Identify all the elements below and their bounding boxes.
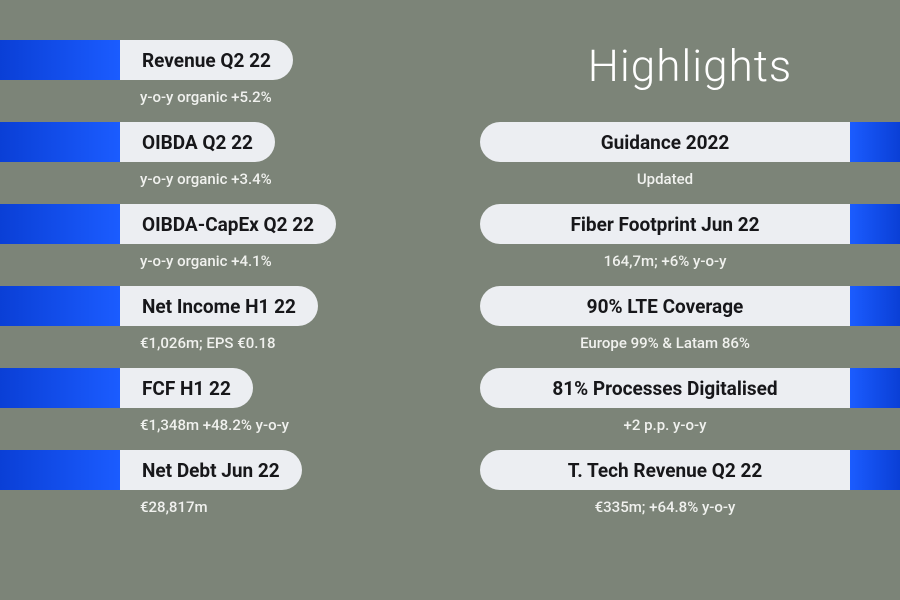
metric-item: Net Income H1 22 €1,026m; EPS €0.18 xyxy=(0,286,420,352)
metric-item: Net Debt Jun 22 €28,817m xyxy=(0,450,420,516)
pill-row: 90% LTE Coverage xyxy=(480,286,900,326)
metric-label: FCF H1 22 xyxy=(120,368,253,408)
pill-row: FCF H1 22 xyxy=(0,368,420,408)
metric-sub: €335m; +64.8% y-o-y xyxy=(480,498,900,516)
metric-sub: Updated xyxy=(480,170,900,188)
metric-item: 81% Processes Digitalised +2 p.p. y-o-y xyxy=(480,368,900,434)
accent-bar xyxy=(0,204,120,244)
metric-sub: y-o-y organic +4.1% xyxy=(0,252,420,270)
metric-label: 81% Processes Digitalised xyxy=(480,368,850,408)
pill-row: Revenue Q2 22 xyxy=(0,40,420,80)
metric-sub: €28,817m xyxy=(0,498,420,516)
metric-label: Net Income H1 22 xyxy=(120,286,318,326)
pill-row: Net Debt Jun 22 xyxy=(0,450,420,490)
accent-bar xyxy=(850,204,900,244)
metric-label: T. Tech Revenue Q2 22 xyxy=(480,450,850,490)
pill-row: T. Tech Revenue Q2 22 xyxy=(480,450,900,490)
metric-sub: 164,7m; +6% y-o-y xyxy=(480,252,900,270)
accent-bar xyxy=(850,122,900,162)
left-items: Revenue Q2 22 y-o-y organic +5.2% OIBDA … xyxy=(0,40,420,532)
right-items: Guidance 2022 Updated Fiber Footprint Ju… xyxy=(480,122,900,532)
metric-item: 90% LTE Coverage Europe 99% & Latam 86% xyxy=(480,286,900,352)
metric-sub: y-o-y organic +3.4% xyxy=(0,170,420,188)
metric-item: OIBDA Q2 22 y-o-y organic +3.4% xyxy=(0,122,420,188)
metric-item: FCF H1 22 €1,348m +48.2% y-o-y xyxy=(0,368,420,434)
highlights-container: Revenue Q2 22 y-o-y organic +5.2% OIBDA … xyxy=(0,0,900,600)
pill-row: 81% Processes Digitalised xyxy=(480,368,900,408)
pill-row: Guidance 2022 xyxy=(480,122,900,162)
metric-label: Revenue Q2 22 xyxy=(120,40,293,80)
pill-row: Net Income H1 22 xyxy=(0,286,420,326)
accent-bar xyxy=(0,286,120,326)
pill-row: OIBDA Q2 22 xyxy=(0,122,420,162)
accent-bar xyxy=(850,286,900,326)
metric-sub: €1,348m +48.2% y-o-y xyxy=(0,416,420,434)
metric-label: Fiber Footprint Jun 22 xyxy=(480,204,850,244)
accent-bar xyxy=(850,368,900,408)
metric-label: Guidance 2022 xyxy=(480,122,850,162)
page-title: Highlights xyxy=(480,40,900,92)
left-column: Revenue Q2 22 y-o-y organic +5.2% OIBDA … xyxy=(0,0,450,600)
metric-sub: €1,026m; EPS €0.18 xyxy=(0,334,420,352)
metric-sub: Europe 99% & Latam 86% xyxy=(480,334,900,352)
metric-item: Fiber Footprint Jun 22 164,7m; +6% y-o-y xyxy=(480,204,900,270)
right-column: Highlights Guidance 2022 Updated Fiber F… xyxy=(450,0,900,600)
metric-item: T. Tech Revenue Q2 22 €335m; +64.8% y-o-… xyxy=(480,450,900,516)
metric-item: Revenue Q2 22 y-o-y organic +5.2% xyxy=(0,40,420,106)
metric-sub: y-o-y organic +5.2% xyxy=(0,88,420,106)
metric-sub: +2 p.p. y-o-y xyxy=(480,416,900,434)
accent-bar xyxy=(0,368,120,408)
metric-label: 90% LTE Coverage xyxy=(480,286,850,326)
metric-label: Net Debt Jun 22 xyxy=(120,450,302,490)
pill-row: OIBDA-CapEx Q2 22 xyxy=(0,204,420,244)
accent-bar xyxy=(850,450,900,490)
metric-item: Guidance 2022 Updated xyxy=(480,122,900,188)
accent-bar xyxy=(0,40,120,80)
metric-label: OIBDA-CapEx Q2 22 xyxy=(120,204,336,244)
metric-item: OIBDA-CapEx Q2 22 y-o-y organic +4.1% xyxy=(0,204,420,270)
accent-bar xyxy=(0,122,120,162)
accent-bar xyxy=(0,450,120,490)
pill-row: Fiber Footprint Jun 22 xyxy=(480,204,900,244)
metric-label: OIBDA Q2 22 xyxy=(120,122,275,162)
